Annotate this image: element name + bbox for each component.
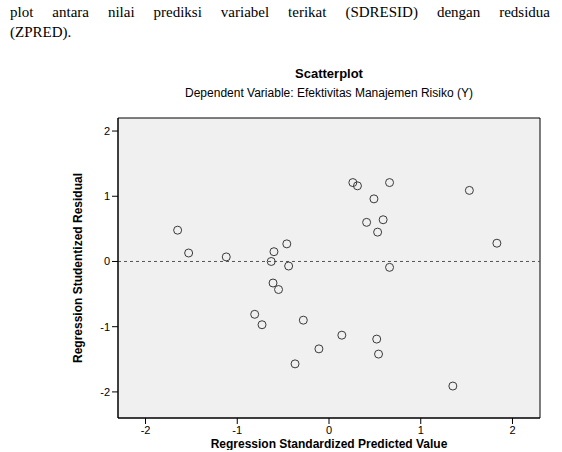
html-text:Scatterplot: Scatterplot bbox=[295, 66, 363, 81]
svg-text:1: 1 bbox=[418, 424, 424, 436]
svg-text:1: 1 bbox=[104, 190, 110, 202]
svg-text:Regression Standardized Predic: Regression Standardized Predicted Value bbox=[211, 437, 448, 450]
svg-text:2: 2 bbox=[104, 125, 110, 137]
svg-text:-2: -2 bbox=[141, 424, 151, 436]
svg-text:Regression Studentized Residua: Regression Studentized Residual bbox=[71, 173, 85, 363]
html-text:plot antara nilai prediksi var: plot antara nilai prediksi variabel teri… bbox=[10, 4, 550, 20]
svg-text:0: 0 bbox=[104, 255, 110, 267]
svg-text:-1: -1 bbox=[232, 424, 242, 436]
svg-text:0: 0 bbox=[326, 424, 332, 436]
svg-text:2: 2 bbox=[509, 424, 515, 436]
svg-text:-2: -2 bbox=[100, 386, 110, 398]
html-text:(ZPRED).: (ZPRED). bbox=[10, 24, 72, 40]
svg-text:-1: -1 bbox=[100, 321, 110, 333]
html-text:Dependent Variable: Efektivita: Dependent Variable: Efektivitas Manajeme… bbox=[185, 86, 473, 100]
